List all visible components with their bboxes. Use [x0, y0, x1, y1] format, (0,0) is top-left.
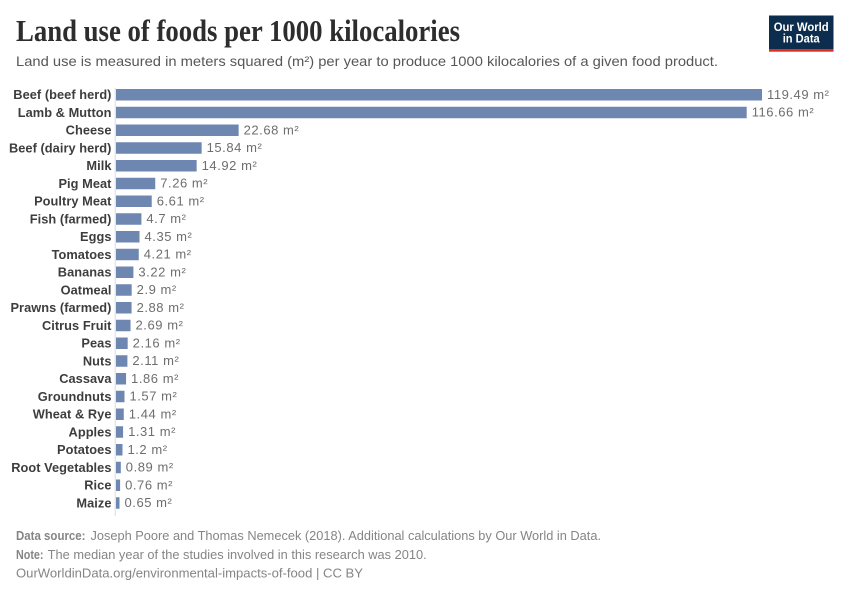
svg-text:OurWorldinData.org/environment: OurWorldinData.org/environmental-impacts… — [16, 566, 363, 581]
svg-text:4.7 m²: 4.7 m² — [146, 211, 186, 226]
svg-text:Milk: Milk — [86, 158, 112, 173]
svg-text:Joseph Poore and Thomas Nemece: Joseph Poore and Thomas Nemecek (2018). … — [91, 528, 602, 543]
svg-text:Potatoes: Potatoes — [57, 442, 111, 457]
svg-text:1.31 m²: 1.31 m² — [128, 424, 176, 439]
svg-text:22.68 m²: 22.68 m² — [244, 122, 300, 137]
svg-text:Citrus Fruit: Citrus Fruit — [42, 318, 112, 333]
svg-text:116.66 m²: 116.66 m² — [752, 105, 815, 120]
svg-text:0.65 m²: 0.65 m² — [125, 495, 173, 510]
svg-text:14.92 m²: 14.92 m² — [202, 158, 258, 173]
svg-text:1.2 m²: 1.2 m² — [127, 442, 167, 457]
svg-text:6.61 m²: 6.61 m² — [157, 193, 205, 208]
svg-text:1.44 m²: 1.44 m² — [129, 406, 177, 421]
svg-text:Land use is measured in meters: Land use is measured in meters squared (… — [16, 53, 718, 69]
svg-text:Eggs: Eggs — [80, 229, 112, 244]
svg-text:1.57 m²: 1.57 m² — [129, 389, 177, 404]
svg-text:4.21 m²: 4.21 m² — [144, 247, 192, 262]
svg-text:in Data: in Data — [783, 32, 820, 46]
svg-text:Groundnuts: Groundnuts — [38, 389, 112, 404]
svg-text:Pig Meat: Pig Meat — [58, 176, 112, 191]
svg-text:Poultry Meat: Poultry Meat — [34, 194, 112, 209]
svg-text:Oatmeal: Oatmeal — [61, 282, 112, 297]
svg-text:Lamb & Mutton: Lamb & Mutton — [18, 105, 112, 120]
svg-text:4.35 m²: 4.35 m² — [145, 229, 193, 244]
svg-text:15.84 m²: 15.84 m² — [207, 140, 263, 155]
svg-text:Apples: Apples — [69, 424, 112, 439]
svg-text:Tomatoes: Tomatoes — [52, 247, 112, 262]
svg-text:Cheese: Cheese — [66, 123, 112, 138]
svg-text:Beef (dairy herd): Beef (dairy herd) — [9, 140, 112, 155]
svg-text:The median year of the studies: The median year of the studies involved … — [48, 547, 427, 562]
svg-text:Maize: Maize — [76, 495, 111, 510]
svg-text:Land use of foods per 1000 kil: Land use of foods per 1000 kilocalories — [16, 13, 460, 48]
svg-text:Data source:: Data source: — [16, 528, 86, 543]
svg-text:2.16 m²: 2.16 m² — [133, 335, 181, 350]
svg-text:Our World: Our World — [774, 20, 829, 34]
svg-text:Wheat & Rye: Wheat & Rye — [33, 407, 112, 422]
svg-text:Nuts: Nuts — [83, 353, 112, 368]
svg-text:2.11 m²: 2.11 m² — [132, 353, 179, 368]
svg-text:Rice: Rice — [84, 478, 111, 493]
svg-text:Prawns (farmed): Prawns (farmed) — [10, 300, 111, 315]
svg-text:0.89 m²: 0.89 m² — [126, 460, 174, 475]
svg-text:Bananas: Bananas — [58, 265, 112, 280]
svg-text:1.86 m²: 1.86 m² — [131, 371, 179, 386]
svg-text:Beef (beef herd): Beef (beef herd) — [13, 87, 111, 102]
svg-text:2.88 m²: 2.88 m² — [137, 300, 185, 315]
svg-text:Cassava: Cassava — [59, 371, 112, 386]
svg-text:2.69 m²: 2.69 m² — [136, 318, 184, 333]
svg-text:2.9 m²: 2.9 m² — [137, 282, 177, 297]
svg-text:0.76 m²: 0.76 m² — [125, 477, 173, 492]
svg-text:Root Vegetables: Root Vegetables — [11, 460, 111, 475]
svg-text:7.26 m²: 7.26 m² — [160, 176, 208, 191]
svg-text:Peas: Peas — [81, 336, 111, 351]
svg-text:119.49 m²: 119.49 m² — [767, 87, 830, 102]
svg-text:Note:: Note: — [16, 547, 44, 562]
svg-text:Fish (farmed): Fish (farmed) — [30, 211, 112, 226]
svg-text:3.22 m²: 3.22 m² — [138, 264, 186, 279]
